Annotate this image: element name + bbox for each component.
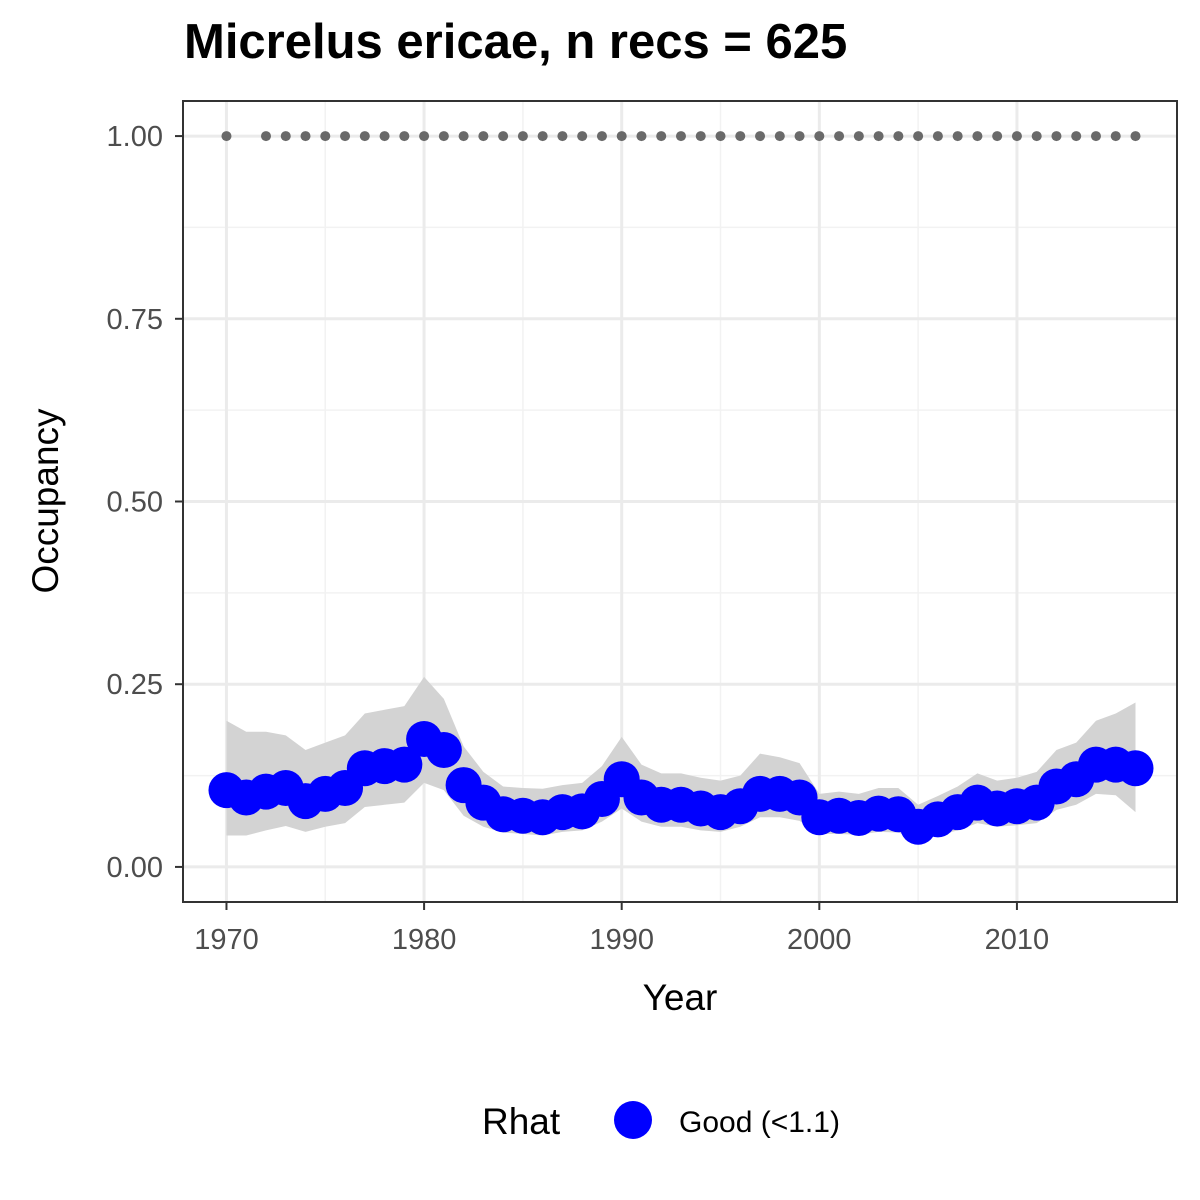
x-tick-label: 1970 [194, 924, 259, 956]
record-point [280, 131, 291, 142]
record-point [695, 131, 706, 142]
record-point [1011, 131, 1022, 142]
record-point [537, 131, 548, 142]
occupancy-point [386, 746, 423, 783]
x-axis-title: Year [643, 977, 718, 1018]
record-point [932, 131, 943, 142]
y-tick-label: 0.50 [107, 487, 163, 519]
y-tick-label: 1.00 [107, 121, 163, 153]
record-point [952, 131, 963, 142]
x-tick-label: 2010 [985, 924, 1050, 956]
record-point [1071, 131, 1082, 142]
x-axis-ticks: 1970 1980 1990 2000 2010 [194, 902, 1049, 956]
record-point [379, 131, 390, 142]
record-point [399, 131, 410, 142]
record-point [359, 131, 370, 142]
x-tick-label: 1980 [392, 924, 457, 956]
record-point [320, 131, 331, 142]
x-tick-label: 1990 [589, 924, 654, 956]
y-tick-label: 0.00 [107, 852, 163, 884]
record-point [853, 131, 864, 142]
y-tick-label: 0.25 [107, 669, 163, 701]
occupancy-points [208, 721, 1154, 845]
record-point [1090, 131, 1101, 142]
record-point [1110, 131, 1121, 142]
x-tick-label: 2000 [787, 924, 852, 956]
legend: Rhat Good (<1.1) [482, 1101, 840, 1142]
record-point [438, 131, 449, 142]
record-point [458, 131, 469, 142]
record-point [913, 131, 924, 142]
record-point [794, 131, 805, 142]
y-axis-ticks: 0.00 0.25 0.50 0.75 1.00 [107, 121, 183, 884]
chart-title: Micrelus ericae, n recs = 625 [184, 15, 848, 69]
legend-key-good [614, 1101, 652, 1139]
record-point [478, 131, 489, 142]
record-point [873, 131, 884, 142]
record-point [636, 131, 647, 142]
record-point [340, 131, 351, 142]
legend-title: Rhat [482, 1101, 561, 1142]
record-point [419, 131, 430, 142]
record-point [834, 131, 845, 142]
record-point [755, 131, 766, 142]
record-point [498, 131, 509, 142]
record-point [814, 131, 825, 142]
record-point [1051, 131, 1062, 142]
record-points [221, 131, 1141, 142]
record-point [675, 131, 686, 142]
record-point [1130, 131, 1141, 142]
legend-label-good: Good (<1.1) [679, 1106, 840, 1139]
record-point [616, 131, 627, 142]
record-point [735, 131, 746, 142]
record-point [300, 131, 311, 142]
occupancy-point [425, 731, 462, 768]
y-axis-title: Occupancy [25, 408, 66, 594]
record-point [557, 131, 568, 142]
record-point [260, 131, 271, 142]
record-point [221, 131, 232, 142]
record-point [1031, 131, 1042, 142]
occupancy-point [1117, 750, 1154, 787]
record-point [774, 131, 785, 142]
record-point [596, 131, 607, 142]
record-point [715, 131, 726, 142]
record-point [517, 131, 528, 142]
record-point [972, 131, 983, 142]
record-point [992, 131, 1003, 142]
record-point [893, 131, 904, 142]
record-point [577, 131, 588, 142]
record-point [656, 131, 667, 142]
y-tick-label: 0.75 [107, 304, 163, 336]
